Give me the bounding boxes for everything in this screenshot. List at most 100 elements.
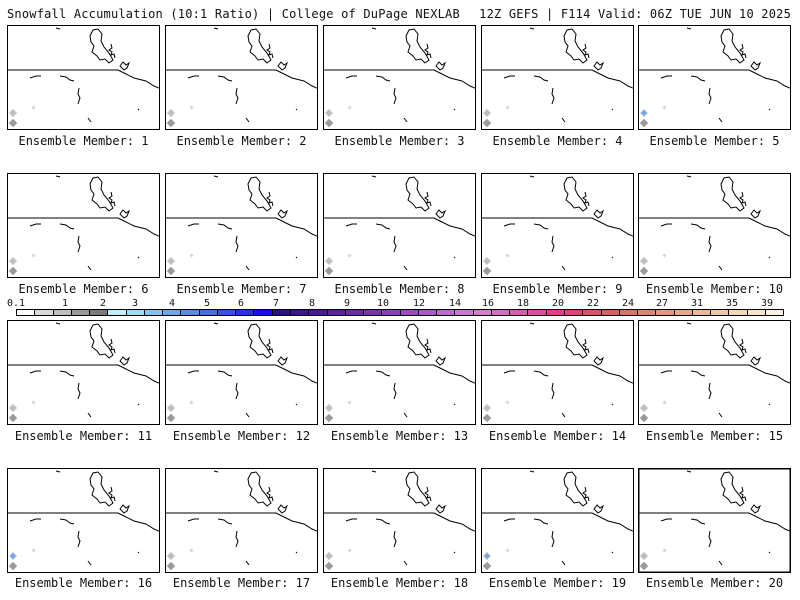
legend-tick-label: 9: [343, 298, 351, 309]
legend-color-swatch: [510, 310, 529, 315]
legend-color-swatch: [217, 310, 237, 315]
legend-color-swatch: [418, 310, 438, 315]
legend-color-swatch: [290, 310, 310, 315]
map-title-left: Snowfall Accumulation (10:1 Ratio) | Col…: [7, 7, 460, 21]
legend-tick-label: 31: [690, 298, 704, 309]
legend-tick-label: 35: [725, 298, 739, 309]
legend-tick-label: 22: [586, 298, 600, 309]
ensemble-member-map-15[interactable]: [638, 320, 791, 425]
legend-color-swatch: [236, 310, 255, 315]
legend-color-swatch: [491, 310, 511, 315]
ensemble-member-map-16[interactable]: [7, 468, 160, 573]
ensemble-member-caption: Ensemble Member: 5: [649, 134, 780, 148]
ensemble-member-map-8[interactable]: [323, 173, 476, 278]
ensemble-member-caption: Ensemble Member: 1: [18, 134, 149, 148]
legend-tick-label: 27: [655, 298, 669, 309]
ensemble-member-map-5[interactable]: [638, 25, 791, 130]
legend-color-swatch: [619, 310, 639, 315]
legend-color-swatch: [473, 310, 492, 315]
legend-color-swatch: [674, 310, 693, 315]
ensemble-member-caption: Ensemble Member: 2: [176, 134, 307, 148]
legend-color-swatch: [90, 310, 109, 315]
ensemble-member-caption: Ensemble Member: 17: [172, 576, 311, 590]
legend-tick-label: 18: [516, 298, 530, 309]
legend-tick-label: 6: [237, 298, 245, 309]
legend-color-swatch: [364, 310, 383, 315]
legend-color-swatch: [254, 310, 273, 315]
legend-color-swatch: [692, 310, 712, 315]
legend-tick-label: 8: [308, 298, 316, 309]
legend-color-swatch: [747, 310, 766, 315]
legend-tick-label: 2: [99, 298, 107, 309]
legend-color-swatch: [35, 310, 54, 315]
legend-color-swatch: [345, 310, 365, 315]
legend-tick-label: 4: [168, 298, 176, 309]
ensemble-member-map-13[interactable]: [323, 320, 476, 425]
ensemble-member-caption: Ensemble Member: 13: [330, 429, 469, 443]
legend-color-swatch: [638, 310, 657, 315]
legend-color-swatch: [729, 310, 748, 315]
legend-color-swatch: [564, 310, 584, 315]
legend-color-swatch: [144, 310, 164, 315]
ensemble-member-map-17[interactable]: [165, 468, 318, 573]
ensemble-member-caption: Ensemble Member: 14: [488, 429, 627, 443]
legend-color-swatch: [711, 310, 730, 315]
legend-tick-label: 16: [481, 298, 495, 309]
ensemble-member-map-6[interactable]: [7, 173, 160, 278]
ensemble-member-map-3[interactable]: [323, 25, 476, 130]
legend-color-swatch: [656, 310, 675, 315]
ensemble-member-map-4[interactable]: [481, 25, 634, 130]
ensemble-member-map-18[interactable]: [323, 468, 476, 573]
ensemble-member-caption: Ensemble Member: 4: [492, 134, 623, 148]
legend-color-swatch: [327, 310, 346, 315]
legend-color-swatch: [53, 310, 72, 315]
ensemble-member-caption: Ensemble Member: 18: [330, 576, 469, 590]
ensemble-member-map-20[interactable]: [638, 468, 791, 573]
ensemble-member-caption: Ensemble Member: 15: [645, 429, 784, 443]
legend-tick-label: 12: [412, 298, 426, 309]
ensemble-member-caption: Ensemble Member: 6: [18, 282, 149, 296]
legend-color-swatch: [437, 310, 456, 315]
legend-tick-label: 39: [760, 298, 774, 309]
ensemble-member-map-2[interactable]: [165, 25, 318, 130]
legend-tick-label: 7: [272, 298, 280, 309]
ensemble-member-caption: Ensemble Member: 11: [14, 429, 153, 443]
legend-color-swatch: [765, 310, 784, 315]
ensemble-member-map-19[interactable]: [481, 468, 634, 573]
legend-tick-label: 5: [203, 298, 211, 309]
legend-tick-label: 0.1: [6, 298, 26, 309]
legend-color-swatch: [108, 310, 127, 315]
legend-tick-label: 3: [131, 298, 139, 309]
legend-color-swatch: [400, 310, 419, 315]
legend-color-swatch: [272, 310, 291, 315]
legend-color-bar: [16, 309, 784, 316]
ensemble-member-caption: Ensemble Member: 20: [645, 576, 784, 590]
ensemble-member-caption: Ensemble Member: 16: [14, 576, 153, 590]
map-title-right: 12Z GEFS | F114 Valid: 06Z TUE JUN 10 20…: [479, 7, 791, 21]
ensemble-member-map-1[interactable]: [7, 25, 160, 130]
ensemble-member-map-7[interactable]: [165, 173, 318, 278]
ensemble-member-caption: Ensemble Member: 9: [492, 282, 623, 296]
legend-tick-label: 24: [621, 298, 635, 309]
legend-color-swatch: [71, 310, 91, 315]
ensemble-member-caption: Ensemble Member: 3: [334, 134, 465, 148]
legend-color-swatch: [546, 310, 565, 315]
legend-color-swatch: [455, 310, 474, 315]
legend-tick-label: 14: [448, 298, 462, 309]
legend-color-swatch: [309, 310, 328, 315]
legend-color-swatch: [583, 310, 602, 315]
legend-color-swatch: [126, 310, 145, 315]
ensemble-member-map-12[interactable]: [165, 320, 318, 425]
ensemble-member-caption: Ensemble Member: 8: [334, 282, 465, 296]
ensemble-member-caption: Ensemble Member: 7: [176, 282, 307, 296]
legend-color-swatch: [17, 310, 36, 315]
legend-color-swatch: [163, 310, 182, 315]
legend-color-swatch: [181, 310, 200, 315]
legend-color-swatch: [601, 310, 620, 315]
ensemble-member-map-10[interactable]: [638, 173, 791, 278]
ensemble-member-map-11[interactable]: [7, 320, 160, 425]
legend-color-swatch: [382, 310, 401, 315]
ensemble-member-map-9[interactable]: [481, 173, 634, 278]
ensemble-member-map-14[interactable]: [481, 320, 634, 425]
ensemble-member-caption: Ensemble Member: 10: [645, 282, 784, 296]
